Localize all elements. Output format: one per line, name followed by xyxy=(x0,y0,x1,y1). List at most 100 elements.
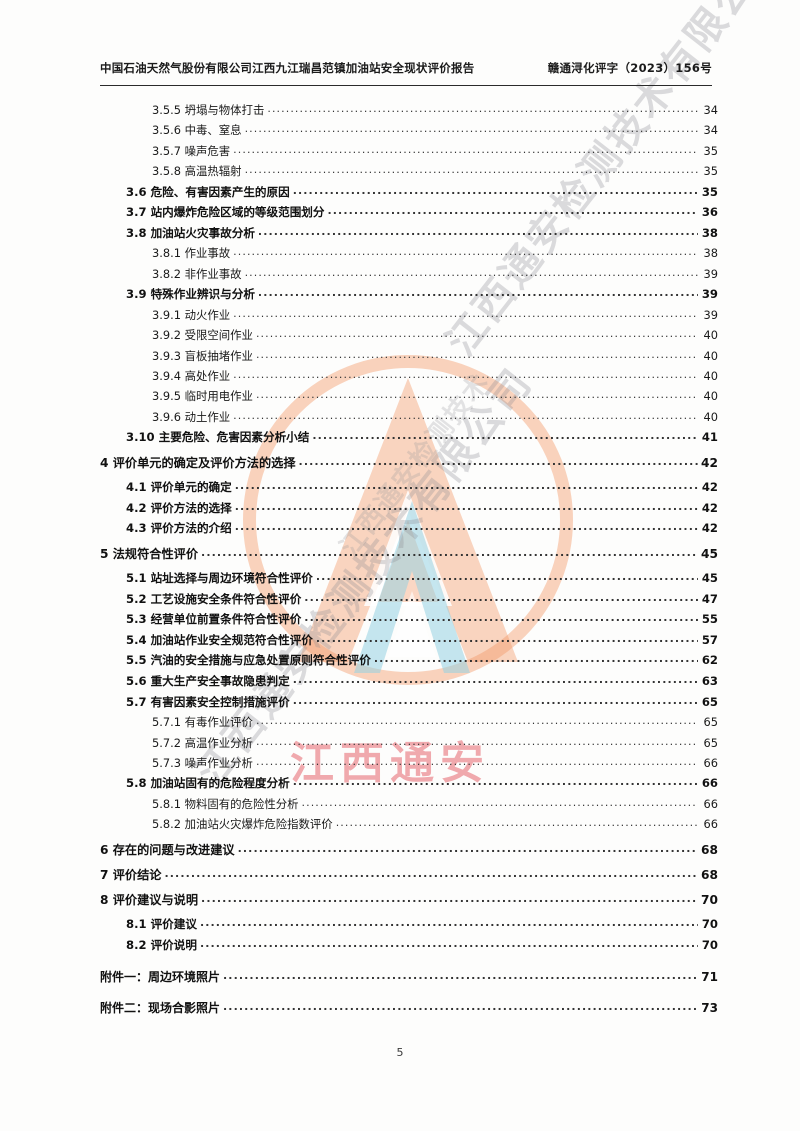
toc-entry[interactable]: 8 评价建议与说明 70 xyxy=(100,894,718,906)
toc-entry-page: 68 xyxy=(701,868,718,883)
toc-leader-dots xyxy=(316,571,698,583)
toc-entry-page: 70 xyxy=(701,893,718,908)
toc-entry[interactable]: 3.6 危险、有害因素产生的原因 35 xyxy=(100,184,718,199)
toc-entry-page: 45 xyxy=(701,571,718,586)
toc-entry-page: 35 xyxy=(703,143,719,158)
toc-entry[interactable]: 3.9 特殊作业辨识与分析 39 xyxy=(100,289,718,301)
toc-entry-page: 57 xyxy=(701,632,718,647)
toc-entry-label: 4.2 评价方法的选择 xyxy=(126,500,232,515)
toc-entry-label: 5.7 有害因素安全控制措施评价 xyxy=(126,694,290,709)
toc-entry[interactable]: 7 评价结论 68 xyxy=(100,869,718,881)
toc-leader-dots xyxy=(235,501,698,513)
toc-entry[interactable]: 5.7.3 噪声作业分析 66 xyxy=(100,756,718,770)
toc-entry[interactable]: 5.8 加油站固有的危险程度分析 66 xyxy=(100,778,718,790)
page-number: 5 xyxy=(396,1046,404,1059)
toc-entry-page: 40 xyxy=(703,409,719,424)
toc-entry[interactable]: 3.7 站内爆炸危险区域的等级范围划分 36 xyxy=(100,207,718,219)
toc-entry[interactable]: 5.7.2 高温作业分析 65 xyxy=(100,737,718,749)
toc-entry-page: 68 xyxy=(701,842,718,857)
toc-entry[interactable]: 5.4 加油站作业安全规范符合性评价 57 xyxy=(100,632,718,647)
toc-entry[interactable]: 5.7.1 有毒作业评价 65 xyxy=(100,716,718,728)
toc-entry-page: 35 xyxy=(701,184,718,199)
toc-entry-page: 70 xyxy=(701,917,718,932)
toc-entry[interactable]: 5 法规符合性评价 45 xyxy=(100,548,718,560)
toc-leader-dots xyxy=(233,246,698,257)
toc-entry[interactable]: 3.5.5 坍塌与物体打击 34 xyxy=(100,103,719,117)
toc-entry-page: 40 xyxy=(703,348,719,363)
toc-leader-dots xyxy=(223,969,698,981)
toc-entry[interactable]: 3.10 主要危险、危害因素分析小结 41 xyxy=(100,432,718,444)
toc-entry-page: 40 xyxy=(703,369,719,384)
toc-entry-label: 3.5.7 噪声危害 xyxy=(152,143,231,158)
toc-entry[interactable]: 3.5.7 噪声危害 35 xyxy=(100,143,719,158)
toc-entry-page: 40 xyxy=(703,389,719,404)
toc-entry[interactable]: 5.2 工艺设施安全条件符合性评价 47 xyxy=(100,592,718,606)
toc-entry-page: 66 xyxy=(703,817,719,832)
toc-entry[interactable]: 8.2 评价说明 70 xyxy=(100,938,718,953)
toc-entry-label: 3.5.5 坍塌与物体打击 xyxy=(152,103,265,117)
toc-entry-label: 5.8.2 加油站火灾爆炸危险指数评价 xyxy=(152,817,333,832)
toc-leader-dots xyxy=(233,144,698,155)
toc-leader-dots xyxy=(201,546,698,558)
toc-entry[interactable]: 6 存在的问题与改进建议 68 xyxy=(100,844,718,856)
toc-entry[interactable]: 5.6 重大生产安全事故隐患判定 63 xyxy=(100,674,718,688)
toc-entry[interactable]: 3.9.2 受限空间作业 40 xyxy=(100,328,719,343)
toc-entry-page: 41 xyxy=(701,430,718,445)
header-divider xyxy=(100,85,712,86)
toc-entry-label: 附件一：周边环境照片 xyxy=(100,969,221,984)
toc-entry[interactable]: 3.9.1 动火作业 39 xyxy=(100,307,718,322)
table-of-contents: 3.5.5 坍塌与物体打击 34 3.5.6 中毒、窒息 34 3.5.7 噪声危害 35… xyxy=(100,96,718,1033)
toc-entry[interactable]: 附件一：周边环境照片 71 xyxy=(100,971,718,983)
toc-entry[interactable]: 8.1 评价建议 70 xyxy=(100,919,718,931)
toc-leader-dots xyxy=(201,892,698,904)
toc-entry[interactable]: 3.8.1 作业事故 38 xyxy=(100,246,719,261)
toc-entry-label: 3.9 特殊作业辨识与分析 xyxy=(126,287,255,302)
toc-entry[interactable]: 5.3 经营单位前置条件符合性评价 55 xyxy=(100,614,718,626)
toc-entry[interactable]: 5.7 有害因素安全控制措施评价 65 xyxy=(100,694,718,709)
toc-entry-page: 40 xyxy=(703,328,719,343)
toc-entry-label: 3.9.5 临时用电作业 xyxy=(152,389,253,404)
toc-entry[interactable]: 5.5 汽油的安全措施与应急处置原则符合性评价 62 xyxy=(100,655,718,667)
toc-entry[interactable]: 5.8.2 加油站火灾爆炸危险指数评价 66 xyxy=(100,817,719,832)
toc-entry-page: 39 xyxy=(701,287,718,302)
toc-entry-page: 38 xyxy=(701,225,718,240)
toc-entry-label: 3.9.6 动土作业 xyxy=(152,409,231,424)
toc-leader-dots xyxy=(316,633,698,645)
toc-entry[interactable]: 3.9.6 动土作业 40 xyxy=(100,409,719,424)
toc-entry-label: 5.7.3 噪声作业分析 xyxy=(152,756,253,770)
toc-entry-page: 45 xyxy=(701,546,718,561)
toc-entry[interactable]: 3.8 加油站火灾事故分析 38 xyxy=(100,225,718,240)
toc-entry[interactable]: 4.3 评价方法的介绍 42 xyxy=(100,523,718,535)
running-header: 中国石油天然气股份有限公司江西九江瑞昌范镇加油站安全现状评价报告 赣通浔化评字（… xyxy=(100,60,712,76)
toc-entry[interactable]: 附件二：现场合影照片 73 xyxy=(100,1002,718,1014)
toc-entry[interactable]: 4 评价单元的确定及评价方法的选择 42 xyxy=(100,457,718,469)
toc-entry[interactable]: 4.2 评价方法的选择 42 xyxy=(100,500,718,515)
toc-entry[interactable]: 3.9.5 临时用电作业 40 xyxy=(100,389,719,404)
toc-leader-dots xyxy=(299,455,698,467)
toc-entry-page: 42 xyxy=(701,455,718,470)
toc-entry[interactable]: 3.8.2 非作业事故 39 xyxy=(100,268,718,280)
toc-entry-page: 66 xyxy=(703,797,719,811)
toc-entry-page: 42 xyxy=(701,480,718,495)
toc-entry[interactable]: 3.9.4 高处作业 40 xyxy=(100,369,719,384)
toc-leader-dots xyxy=(327,205,698,217)
toc-entry[interactable]: 5.1 站址选择与周边环境符合性评价 45 xyxy=(100,571,718,586)
header-document-number: 赣通浔化评字（2023）156号 xyxy=(547,61,712,75)
toc-leader-dots xyxy=(374,653,698,665)
toc-entry[interactable]: 3.5.6 中毒、窒息 34 xyxy=(100,123,719,138)
toc-entry-label: 6 存在的问题与改进建议 xyxy=(100,842,235,857)
toc-entry-label: 3.9.1 动火作业 xyxy=(152,307,231,322)
toc-leader-dots xyxy=(304,592,698,604)
toc-entry-page: 34 xyxy=(703,123,719,138)
toc-entry[interactable]: 5.8.1 物料固有的危险性分析 66 xyxy=(100,797,719,811)
toc-entry-page: 63 xyxy=(701,674,718,688)
toc-leader-dots xyxy=(235,480,698,492)
toc-entry-page: 70 xyxy=(701,938,718,953)
toc-leader-dots xyxy=(200,938,698,950)
toc-entry[interactable]: 4.1 评价单元的确定 42 xyxy=(100,480,718,495)
toc-entry[interactable]: 3.9.3 盲板抽堵作业 40 xyxy=(100,348,719,363)
toc-entry[interactable]: 3.5.8 高温热辐射 35 xyxy=(100,165,718,177)
toc-entry-page: 38 xyxy=(703,246,719,261)
toc-leader-dots xyxy=(233,410,698,421)
toc-entry-page: 34 xyxy=(703,103,719,117)
